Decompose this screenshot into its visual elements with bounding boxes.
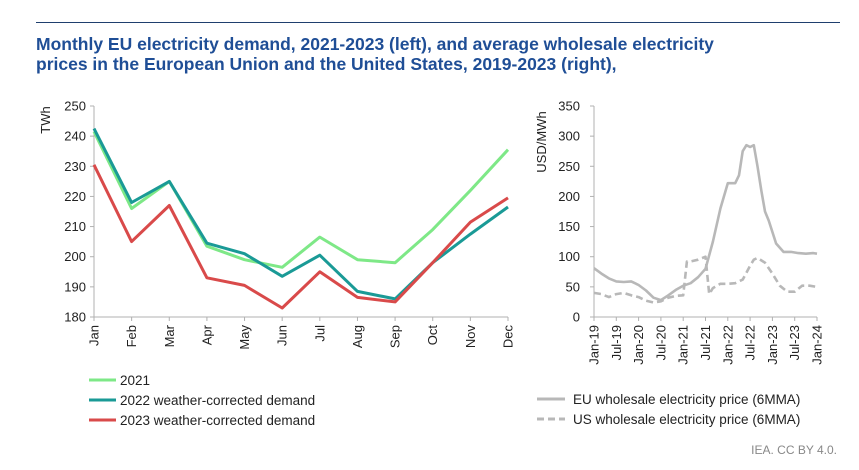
right-y-tick-label: 200 (558, 189, 580, 204)
right-y-tick-label: 350 (558, 99, 580, 114)
left-y-axis-title: TWh (38, 106, 53, 133)
right-y-tick-label: 300 (558, 129, 580, 144)
right-x-tick-label: Jul-21 (698, 325, 713, 360)
left-y-tick-label: 190 (64, 279, 86, 294)
left-y-tick-label: 180 (64, 310, 86, 325)
right-x-tick-label: Jan-22 (720, 325, 735, 365)
source-credit: IEA. CC BY 4.0. (751, 443, 837, 457)
top-rule (36, 22, 840, 23)
left-x-tick-label: Oct (425, 325, 440, 346)
left-y-tick-label: 210 (64, 219, 86, 234)
legend-label: EU wholesale electricity price (6MMA) (573, 392, 800, 407)
right-x-tick-label: Jul-23 (787, 325, 802, 360)
left-x-tick-label: Mar (162, 324, 177, 347)
left-y-tick-label: 220 (64, 189, 86, 204)
left-x-tick-label: Jun (275, 325, 290, 346)
left-x-tick-label: Apr (199, 324, 214, 345)
left-demand-chart: 180 190 200 210 220 230 240 250 Jan Feb Mar Apr May J… (38, 99, 516, 350)
left-x-tick-label: Jul (312, 325, 327, 342)
chart-title-line-2: prices in the European Union and the Uni… (36, 54, 617, 74)
right-y-tick-label: 50 (566, 279, 580, 294)
eu-price-line (593, 143, 818, 302)
right-y-tick-label: 250 (558, 159, 580, 174)
right-x-tick-label: Jul-22 (743, 325, 758, 360)
legend-label: 2022 weather-corrected demand (120, 393, 315, 408)
right-x-tick-label: Jan-23 (765, 325, 780, 365)
left-x-tick-label: Dec (501, 325, 516, 349)
legend-label: 2021 (120, 373, 150, 388)
series-line-2023 (92, 164, 509, 310)
chart-title: Monthly EU electricity demand, 2021-2023… (36, 34, 836, 74)
left-x-tick-label: Aug (350, 325, 365, 348)
left-x-tick-label: Sep (388, 325, 403, 348)
right-x-tick-label: Jan-21 (676, 325, 691, 365)
right-x-tick-label: Jul-20 (653, 325, 668, 360)
legend-label: US wholesale electricity price (6MMA) (573, 412, 800, 427)
left-x-tick-label: Nov (463, 325, 478, 349)
left-y-tick-label: 240 (64, 129, 86, 144)
right-x-tick-label: Jan-20 (631, 325, 646, 365)
right-y-tick-label: 100 (558, 249, 580, 264)
left-y-tick-label: 250 (64, 99, 86, 114)
chart-title-line-1: Monthly EU electricity demand, 2021-2023… (36, 34, 714, 54)
right-y-tick-label: 150 (558, 219, 580, 234)
left-x-tick-label: Jan (87, 325, 102, 346)
legend-label: 2023 weather-corrected demand (120, 413, 315, 428)
right-x-tick-label: Jul-19 (609, 325, 624, 360)
us-price-line (593, 255, 818, 304)
left-y-tick-label: 230 (64, 159, 86, 174)
left-legend: 2021 2022 weather-corrected demand 2023 we… (89, 373, 315, 428)
right-price-chart: 0 50 100 150 200 250 300 350 Jan-19 Jul-19 Jan-20 J… (534, 99, 825, 365)
right-x-tick-label: Jan-24 (810, 325, 825, 365)
right-y-tick-label: 0 (573, 310, 580, 325)
left-x-tick-label: May (237, 325, 252, 350)
left-y-tick-label: 200 (64, 249, 86, 264)
left-x-tick-label: Feb (124, 325, 139, 347)
right-y-axis-title: USD/MWh (534, 111, 549, 172)
right-x-tick-label: Jan-19 (587, 325, 602, 365)
right-legend: EU wholesale electricity price (6MMA) US … (537, 392, 800, 427)
